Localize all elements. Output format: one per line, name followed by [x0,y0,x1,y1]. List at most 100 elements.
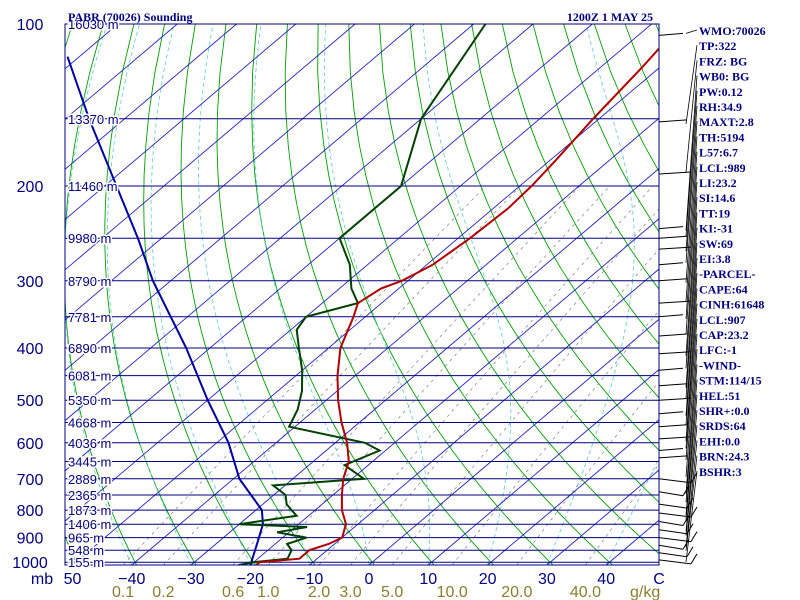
wind-barb [658,367,684,371]
dry-adiabat-line [143,24,256,565]
pressure-label: 600 [17,436,44,453]
isotherm-line [65,24,534,422]
mixing-ratio-line [350,208,659,565]
mixing-ratio-line [232,185,581,565]
wind-barb [658,351,692,355]
pressure-label: 100 [17,17,44,34]
height-label: 155 m [68,555,104,570]
index-leader-line [685,181,698,335]
wind-barb [658,226,684,230]
index-item: LI:23.2 [699,176,737,190]
index-item: CAP:23.2 [699,328,749,342]
temperature-tick-label: −10 [296,571,323,588]
wind-barb-staff [658,455,688,459]
index-leader-line [685,394,698,520]
index-item: -PARCEL- [699,267,755,281]
wind-barb [658,119,688,123]
height-label: 9980 m [68,231,111,246]
index-item: SI:14.6 [699,191,735,205]
isotherm-line [546,469,659,565]
pressure-label: 400 [17,341,44,358]
index-item: PW:0.12 [699,85,743,99]
height-label: 4668 m [68,416,111,431]
mixing-ratio-label: 10.0 [437,584,468,600]
wind-barb-staff [658,314,684,318]
height-label: 1873 m [68,503,111,518]
index-item: SHR+:0.0 [699,404,750,418]
wind-barb-staff [658,246,692,250]
wind-barb-staff [658,235,688,239]
isotherm-line [65,24,178,120]
dry-adiabat-line [65,24,137,565]
mixing-ratio-line [451,310,659,565]
height-label: 8790 m [68,274,111,289]
index-leader-line [685,60,698,173]
index-item: EI:3.8 [699,252,731,266]
mixing-ratio-unit: g/kg [630,584,660,600]
isotherm-line [65,24,297,221]
moist-adiabat-line [198,24,311,565]
isotherm-line [487,419,659,565]
index-item: TP:322 [699,39,736,53]
isotherm-line [65,24,237,170]
chart-title: PABR (70026) Sounding [68,10,192,24]
mixing-ratio-label: 0.2 [152,584,174,600]
wind-barb [658,553,698,565]
wind-barb [658,171,692,175]
isotherm-line [190,167,659,565]
index-item: BRN:24.3 [699,450,749,464]
mixing-ratio-label: 2.0 [308,584,330,600]
index-leader-line [685,227,698,388]
dry-adiabat-line [284,24,494,565]
dry-adiabat-line [348,24,613,565]
height-label: 7781 m [68,310,111,325]
wind-barb-staff [658,367,684,371]
index-leader-line [685,121,698,263]
index-leader-line [685,455,698,551]
index-item: TT:19 [699,206,730,220]
mixing-ratio-label: 5.0 [381,584,403,600]
index-item: MAXT:2.8 [699,115,754,129]
index-leader-line [685,273,698,425]
unit-label: mb [31,571,53,588]
index-leader-line [685,75,698,231]
isotherm-line [65,24,652,522]
wind-barb-staff [658,503,688,509]
wind-barb [658,300,692,304]
index-leader-line [685,151,698,302]
wind-barb-staff [658,512,692,518]
pressure-label: 900 [17,531,44,548]
wind-barb [658,448,684,451]
wind-barb-flag [690,553,698,565]
isotherm-line [65,24,415,321]
pressure-label: 300 [17,274,44,291]
chart-time: 1200Z 1 MAY 25 [567,10,653,24]
wind-barb [658,314,684,318]
index-item: LCL:907 [699,313,746,327]
wind-barb [658,383,688,387]
wind-barb-flag [690,531,698,542]
wind-barb-staff [658,397,692,401]
index-item: RH:34.9 [699,100,742,114]
index-item: SRDS:64 [699,419,746,433]
moist-adiabat-line [422,24,512,565]
height-label: 16030 m [68,17,119,32]
dry-adiabat-line [409,24,659,503]
wind-barb-staff [658,478,692,484]
wind-barb [658,246,692,250]
wind-profile [658,32,698,565]
mixing-ratio-line [163,185,521,565]
wind-barb-staff [658,262,684,266]
wind-barb [658,424,688,428]
height-label: 6890 m [68,341,111,356]
wind-barb-staff [658,424,688,428]
index-item: HEL:51 [699,389,740,403]
wind-barb [658,531,698,543]
temperature-tick-label: 30 [538,571,556,588]
mixing-ratio-label: 40.0 [570,584,601,600]
wind-barb-staff [658,521,684,526]
wind-barb-staff [658,119,688,123]
mixing-ratio-label: 1.0 [257,584,279,600]
